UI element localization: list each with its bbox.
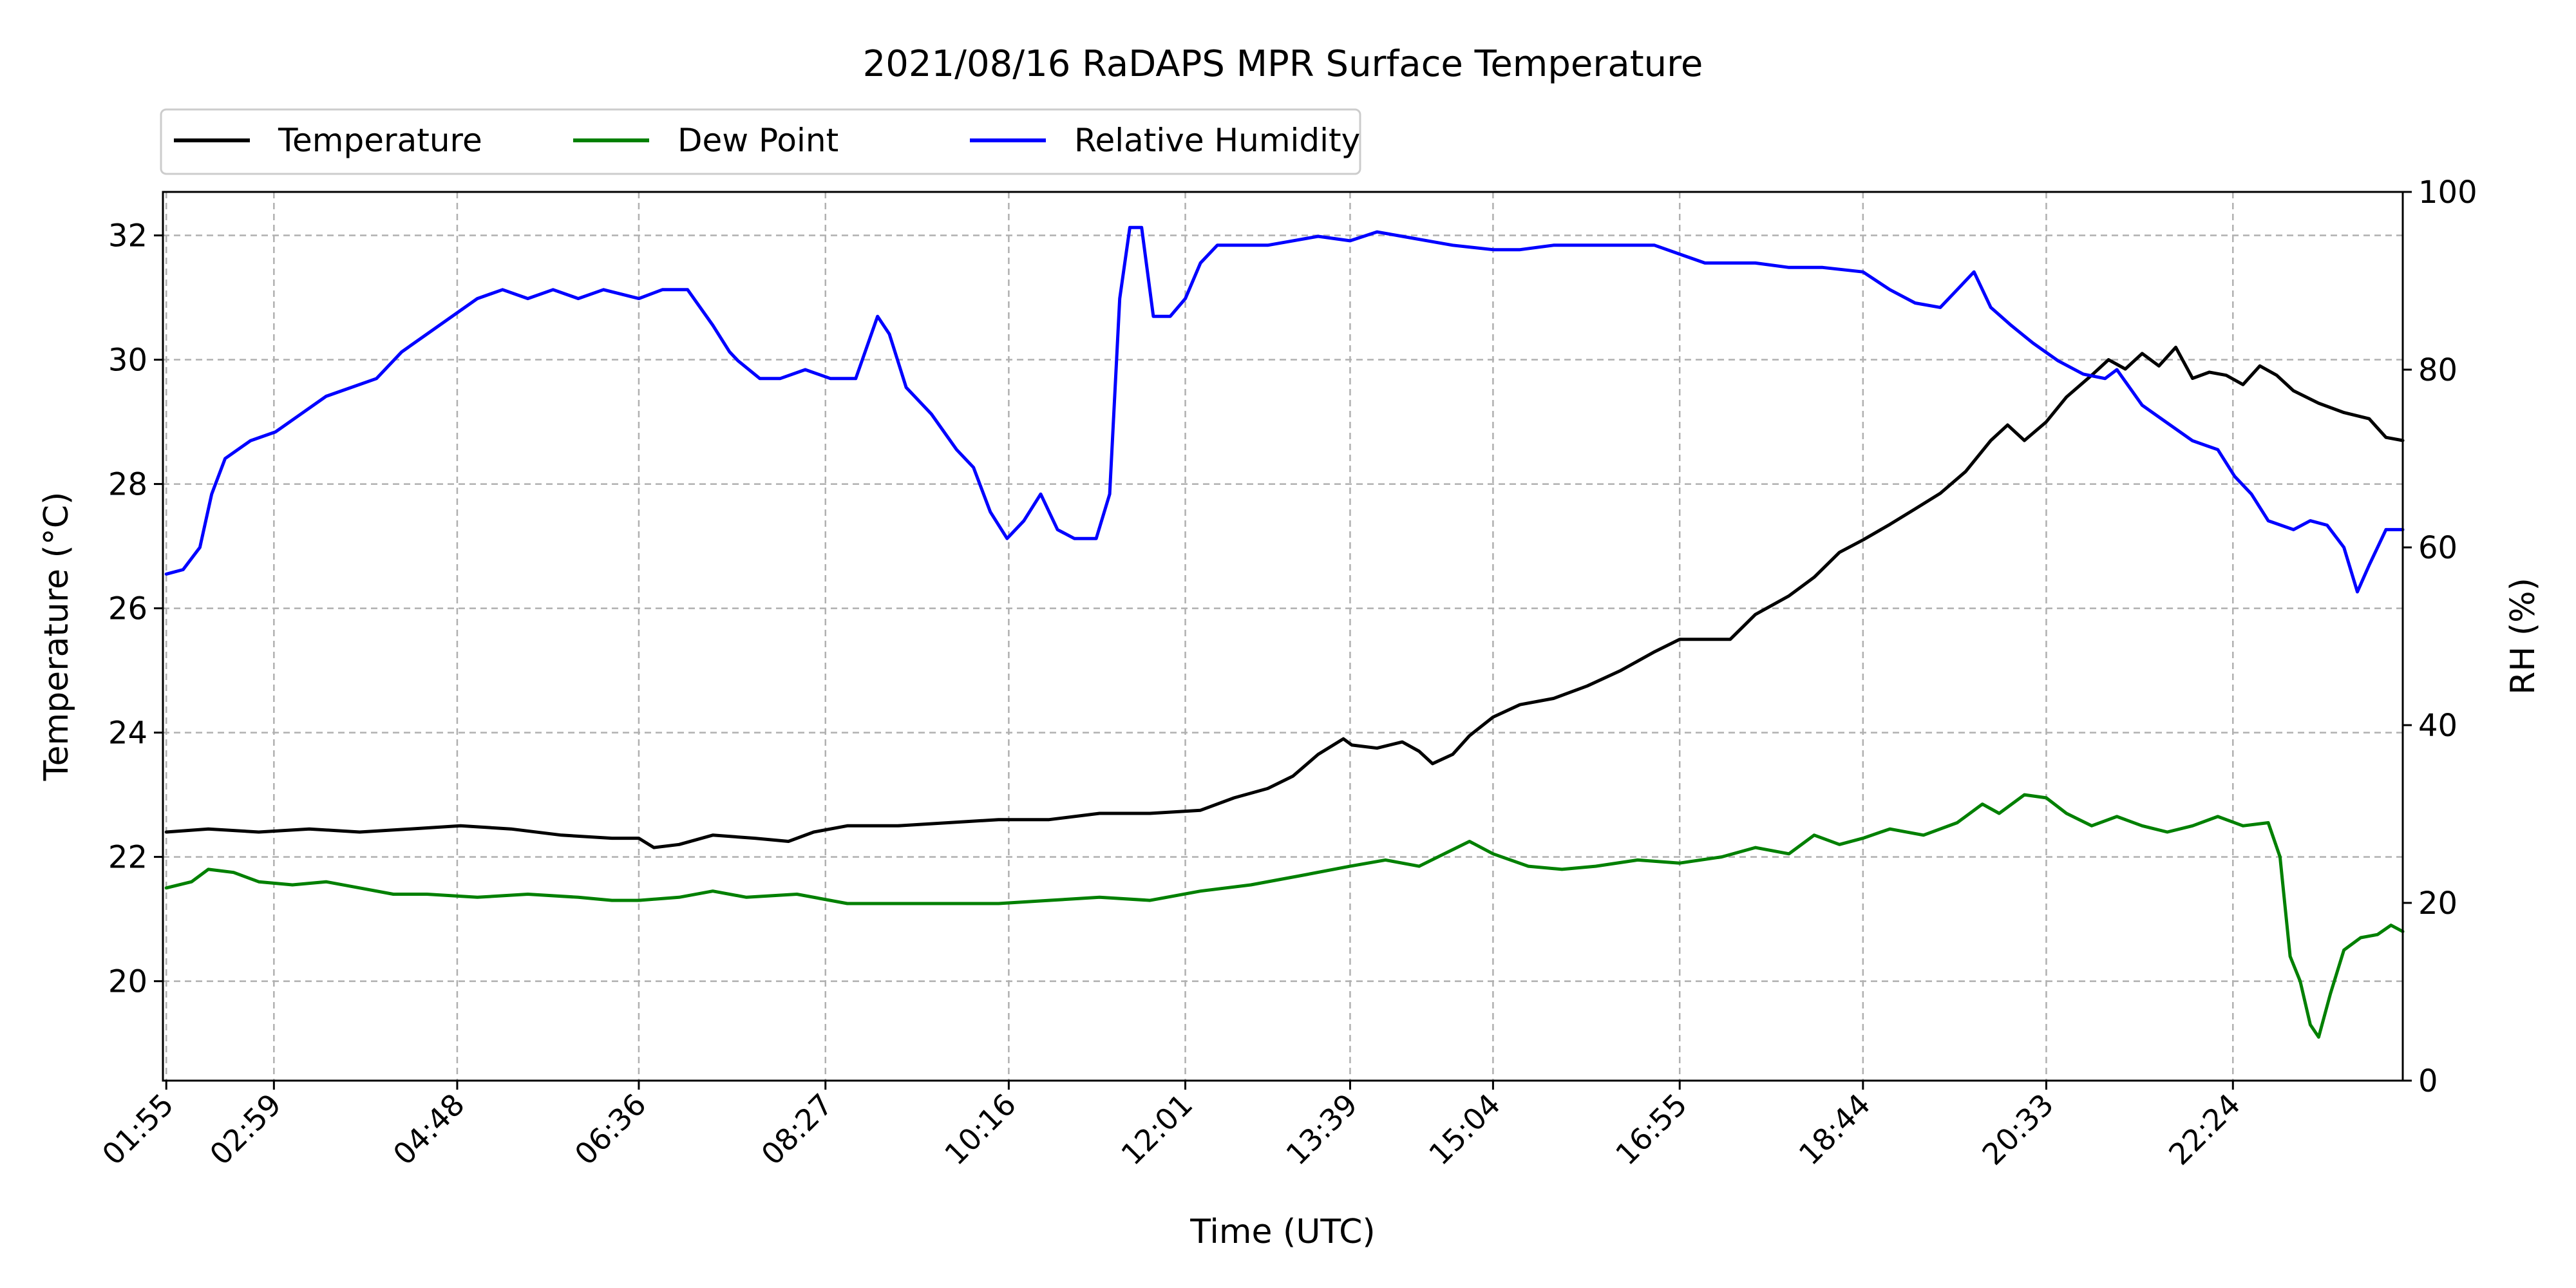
temperature-legend-label: Temperature [278,122,482,159]
right-y-tick-label: 60 [2418,530,2458,566]
chart-title: 2021/08/16 RaDAPS MPR Surface Temperatur… [863,43,1703,85]
dew-point-series-line [164,793,2405,1039]
left-y-tick-label: 32 [108,218,147,254]
legend-items: Temperature Dew Point Relative Humidity [174,122,1360,159]
right-y-axis-label: RH (%) [2504,578,2543,695]
right-y-tick-label: 0 [2418,1063,2438,1099]
grid-lines [163,192,2403,1081]
right-y-axis-ticks: 0 20 40 60 80 100 [2403,175,2477,1099]
right-y-tick-label: 20 [2418,886,2458,922]
left-y-tick-label: 24 [108,715,147,752]
dew-point-legend-label: Dew Point [677,122,838,159]
left-y-tick-label: 28 [108,467,147,503]
left-y-axis-ticks: 20 22 24 26 28 30 32 [108,218,163,1000]
right-y-tick-label: 100 [2418,175,2477,211]
left-y-axis-label: Temperature (°C) [37,492,76,782]
left-y-tick-label: 26 [108,591,147,627]
left-y-tick-label: 22 [108,840,147,876]
x-axis-label: Time (UTC) [1189,1213,1375,1251]
legend-frame [160,108,1361,175]
left-y-tick-label: 30 [108,343,147,379]
left-y-tick-label: 20 [108,964,147,1000]
right-y-tick-label: 40 [2418,708,2458,744]
relative-humidity-legend-label: Relative Humidity [1074,122,1360,159]
temperature-series-line [164,345,2405,849]
plot-frame [162,191,2404,1082]
legend: Temperature Dew Point Relative Humidity [160,108,1361,175]
relative-humidity-series-line [164,225,2405,594]
right-y-tick-label: 80 [2418,352,2458,388]
series-group [164,225,2405,1039]
